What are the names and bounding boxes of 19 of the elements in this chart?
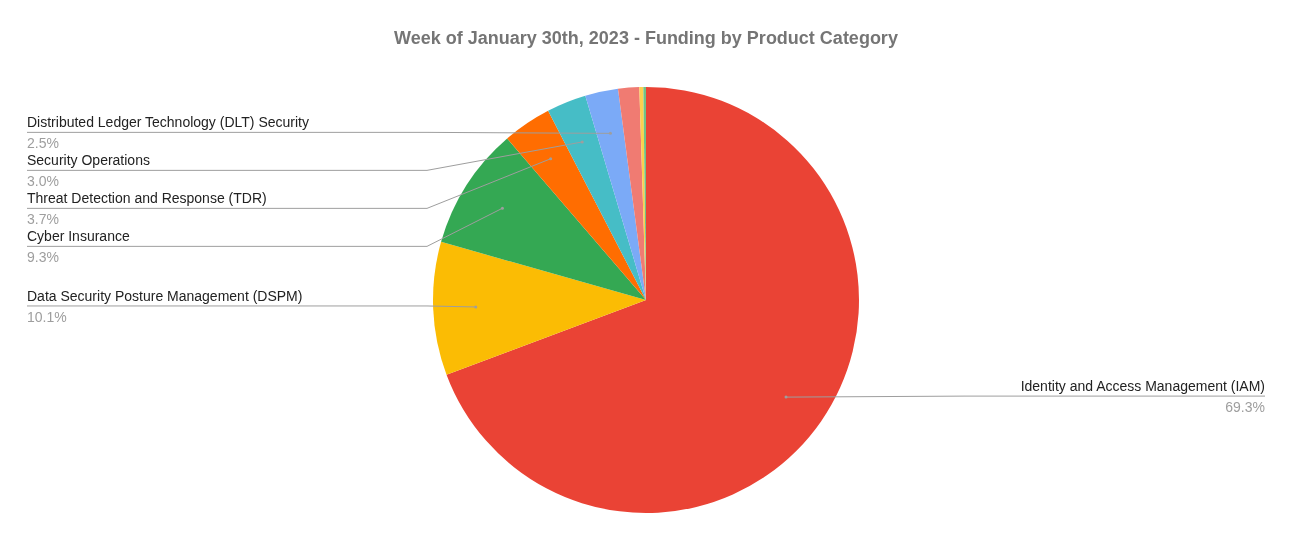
slice-label: Threat Detection and Response (TDR)	[27, 190, 267, 207]
pie-slice	[548, 95, 646, 300]
data-label: 3.7%	[27, 211, 59, 228]
chart-title: Week of January 30th, 2023 - Funding by Product Category	[394, 28, 898, 48]
pie-slice	[441, 138, 646, 300]
pie-slice	[446, 87, 859, 513]
slice-label: Identity and Access Management (IAM)	[1020, 378, 1265, 395]
data-label: 69.3%	[1225, 399, 1265, 416]
data-label: 9.3%	[27, 249, 59, 266]
data-label: 3.0%	[27, 173, 59, 190]
slice-label: Security Operations	[27, 152, 150, 169]
slice-label: Data Security Posture Management (DSPM)	[27, 287, 303, 304]
pie-slice	[507, 110, 646, 300]
pie-slice	[433, 241, 646, 375]
slice-label: Cyber Insurance	[27, 228, 130, 245]
pie-slice	[585, 88, 646, 300]
slice-label: Distributed Ledger Technology (DLT) Security	[27, 114, 309, 131]
data-label: 2.5%	[27, 135, 59, 152]
data-label: 10.1%	[27, 308, 67, 325]
